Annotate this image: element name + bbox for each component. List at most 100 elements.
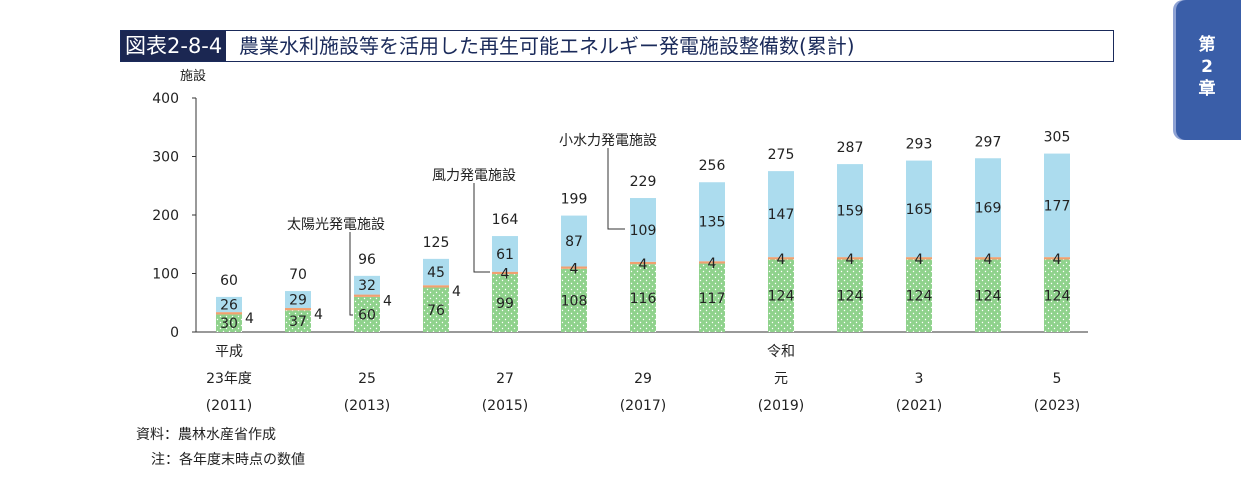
data-label-total: 96: [358, 252, 376, 268]
series-callout-label: 太陽光発電施設: [287, 217, 385, 233]
data-label-wind: 4: [915, 252, 924, 268]
data-label-solar: 60: [358, 307, 376, 323]
x-tick-western-year: (2019): [758, 398, 805, 414]
x-tick-western-year: (2015): [482, 398, 529, 414]
data-label-hydro: 61: [496, 247, 514, 263]
data-label-hydro: 165: [906, 202, 933, 218]
data-label-solar: 116: [630, 291, 657, 307]
x-tick-year: 25: [358, 371, 376, 387]
bar-solar: [906, 259, 932, 332]
data-label-hydro: 26: [220, 298, 238, 314]
x-tick-year: 元: [774, 371, 788, 387]
data-label-hydro: 177: [1044, 198, 1071, 214]
data-label-hydro: 32: [358, 278, 376, 294]
data-label-total: 125: [423, 235, 450, 251]
bar-solar: [492, 274, 518, 332]
y-axis-unit-label: 施設: [180, 68, 206, 84]
bar-wind: [906, 257, 932, 260]
bar-wind: [1044, 257, 1070, 260]
x-tick-western-year: (2011): [206, 398, 253, 414]
y-tick-label: 0: [170, 325, 179, 341]
bar-wind: [837, 257, 863, 260]
data-label-solar: 124: [837, 289, 864, 305]
data-label-total: 256: [699, 158, 726, 174]
data-label-hydro: 87: [565, 234, 583, 250]
data-label-total: 293: [906, 137, 933, 153]
data-label-wind: 4: [639, 257, 648, 273]
y-tick-label: 200: [152, 208, 179, 224]
data-label-wind: 4: [501, 267, 510, 283]
bar-wind: [768, 257, 794, 260]
bar-hydro: [906, 160, 932, 258]
data-label-hydro: 147: [768, 207, 795, 223]
bar-solar: [285, 310, 311, 332]
data-label-wind: 4: [1053, 252, 1062, 268]
x-tick-western-year: (2013): [344, 398, 391, 414]
data-label-wind: 4: [452, 284, 461, 300]
y-tick-label: 300: [152, 150, 179, 166]
bar-solar: [216, 314, 242, 332]
data-label-hydro: 109: [630, 223, 657, 239]
data-label-hydro: 159: [837, 204, 864, 220]
x-tick-era: 令和: [767, 344, 795, 360]
bar-hydro: [561, 215, 587, 267]
data-label-solar: 124: [768, 289, 795, 305]
data-label-wind: 4: [984, 252, 993, 268]
data-label-total: 199: [561, 192, 588, 208]
bar-wind: [285, 308, 311, 311]
data-label-total: 287: [837, 140, 864, 156]
data-label-hydro: 45: [427, 265, 445, 281]
data-label-wind: 4: [777, 252, 786, 268]
bar-wind: [216, 312, 242, 315]
x-tick-western-year: (2017): [620, 398, 667, 414]
y-tick-label: 400: [152, 91, 179, 107]
bar-hydro: [1044, 153, 1070, 258]
bar-hydro: [492, 236, 518, 272]
data-label-solar: 124: [975, 289, 1002, 305]
bar-wind: [975, 257, 1001, 260]
x-tick-year: 23年度: [206, 371, 252, 387]
data-label-solar: 99: [496, 296, 514, 312]
x-tick-year: 3: [915, 371, 924, 387]
x-tick-era: 平成: [215, 344, 243, 360]
bar-wind: [699, 261, 725, 264]
data-label-wind: 4: [245, 311, 254, 327]
x-tick-year: 5: [1053, 371, 1062, 387]
data-label-total: 229: [630, 174, 657, 190]
figure-title: 農業水利施設等を活用した再生可能エネルギー発電施設整備数(累計): [239, 34, 855, 58]
callout-leader-line: [349, 232, 353, 316]
bar-solar: [837, 259, 863, 332]
x-tick-year: 29: [634, 371, 652, 387]
bar-wind: [630, 261, 656, 265]
bar-wind: [561, 266, 587, 269]
x-tick-western-year: (2021): [896, 398, 943, 414]
bar-hydro: [975, 158, 1001, 258]
series-callout-label: 小水力発電施設: [559, 133, 657, 149]
chapter-label: 第 2 章: [1198, 35, 1216, 99]
figure-id: 図表2-8-4: [121, 31, 227, 61]
bar-solar: [1044, 259, 1070, 332]
data-label-wind: 4: [314, 307, 323, 323]
data-label-solar: 30: [220, 316, 238, 332]
data-label-total: 305: [1044, 130, 1071, 146]
data-label-solar: 124: [1044, 289, 1071, 305]
data-label-wind: 4: [383, 294, 392, 310]
callout-leader-line: [607, 148, 625, 230]
series-callout-label: 風力発電施設: [432, 168, 516, 184]
data-label-wind: 4: [708, 256, 717, 272]
bar-solar: [354, 296, 380, 332]
source-note: 資料：農林水産省作成: [136, 427, 276, 443]
bar-hydro: [423, 258, 449, 286]
data-label-total: 164: [492, 212, 519, 228]
data-label-total: 297: [975, 134, 1002, 150]
figure-title-box: 図表2-8-4 農業水利施設等を活用した再生可能エネルギー発電施設整備数(累計): [120, 30, 1114, 62]
data-label-hydro: 135: [699, 215, 726, 231]
data-label-solar: 117: [699, 291, 726, 307]
bar-solar: [561, 268, 587, 332]
bar-wind: [423, 285, 449, 288]
bar-hydro: [837, 164, 863, 258]
bar-hydro: [699, 182, 725, 262]
data-label-solar: 124: [906, 289, 933, 305]
footnote: 注：各年度末時点の数値: [151, 452, 305, 468]
data-label-total: 275: [768, 147, 795, 163]
